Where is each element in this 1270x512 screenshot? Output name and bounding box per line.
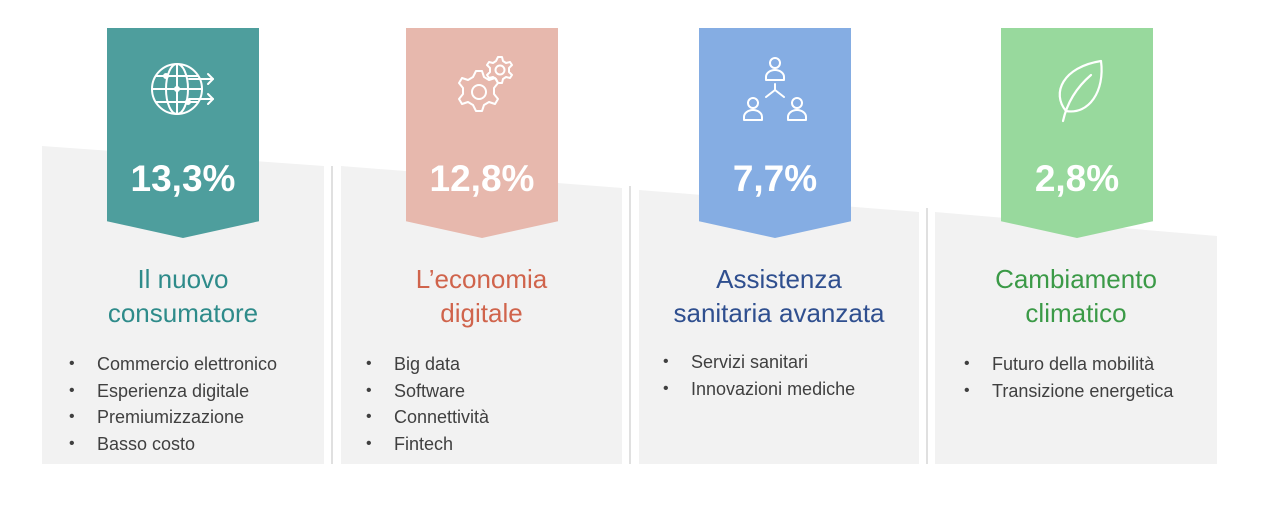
list-item: Esperienza digitale bbox=[69, 378, 277, 405]
bullet-list: Commercio elettronico Esperienza digital… bbox=[69, 351, 277, 457]
list-item: Big data bbox=[366, 351, 489, 378]
card-title-line: L’economia bbox=[415, 264, 548, 294]
list-item: Connettività bbox=[366, 404, 489, 431]
card-title-line: Il nuovo bbox=[137, 264, 229, 294]
card-title-line: consumatore bbox=[107, 298, 259, 328]
divider bbox=[331, 166, 333, 464]
list-item: Commercio elettronico bbox=[69, 351, 277, 378]
card-title-line: digitale bbox=[440, 298, 523, 328]
list-item: Innovazioni mediche bbox=[663, 376, 855, 403]
banner-digital: 12,8% bbox=[406, 28, 558, 238]
card-title: Assistenza sanitaria avanzata bbox=[639, 262, 919, 330]
card-title-line: Cambiamento bbox=[995, 264, 1157, 294]
list-item: Futuro della mobilità bbox=[964, 351, 1173, 378]
list-item: Premiumizzazione bbox=[69, 404, 277, 431]
card-title-line: Assistenza bbox=[716, 264, 842, 294]
globe-arrows-icon bbox=[147, 53, 219, 125]
card-title: L’economia digitale bbox=[341, 262, 622, 330]
card-title-line: sanitaria avanzata bbox=[673, 298, 885, 328]
percent-value: 7,7% bbox=[732, 158, 818, 199]
divider bbox=[629, 186, 631, 464]
gears-icon bbox=[446, 53, 518, 125]
bullet-list: Servizi sanitari Innovazioni mediche bbox=[663, 349, 855, 402]
card-title-line: climatico bbox=[1025, 298, 1127, 328]
people-network-icon bbox=[739, 53, 811, 125]
leaf-icon bbox=[1041, 53, 1113, 125]
list-item: Transizione energetica bbox=[964, 378, 1173, 405]
banner-health: 7,7% bbox=[699, 28, 851, 238]
percent-value: 2,8% bbox=[1034, 158, 1120, 199]
list-item: Software bbox=[366, 378, 489, 405]
card-title: Cambiamento climatico bbox=[935, 262, 1217, 330]
list-item: Basso costo bbox=[69, 431, 277, 458]
bullet-list: Big data Software Connettività Fintech bbox=[366, 351, 489, 457]
percent-value: 13,3% bbox=[130, 158, 236, 199]
list-item: Servizi sanitari bbox=[663, 349, 855, 376]
card-title: Il nuovo consumatore bbox=[42, 262, 324, 330]
banner-climate: 2,8% bbox=[1001, 28, 1153, 238]
bullet-list: Futuro della mobilità Transizione energe… bbox=[964, 351, 1173, 404]
list-item: Fintech bbox=[366, 431, 489, 458]
divider bbox=[926, 208, 928, 464]
percent-value: 12,8% bbox=[429, 158, 535, 199]
card-panel-climate bbox=[935, 212, 1217, 464]
banner-consumer: 13,3% bbox=[107, 28, 259, 238]
